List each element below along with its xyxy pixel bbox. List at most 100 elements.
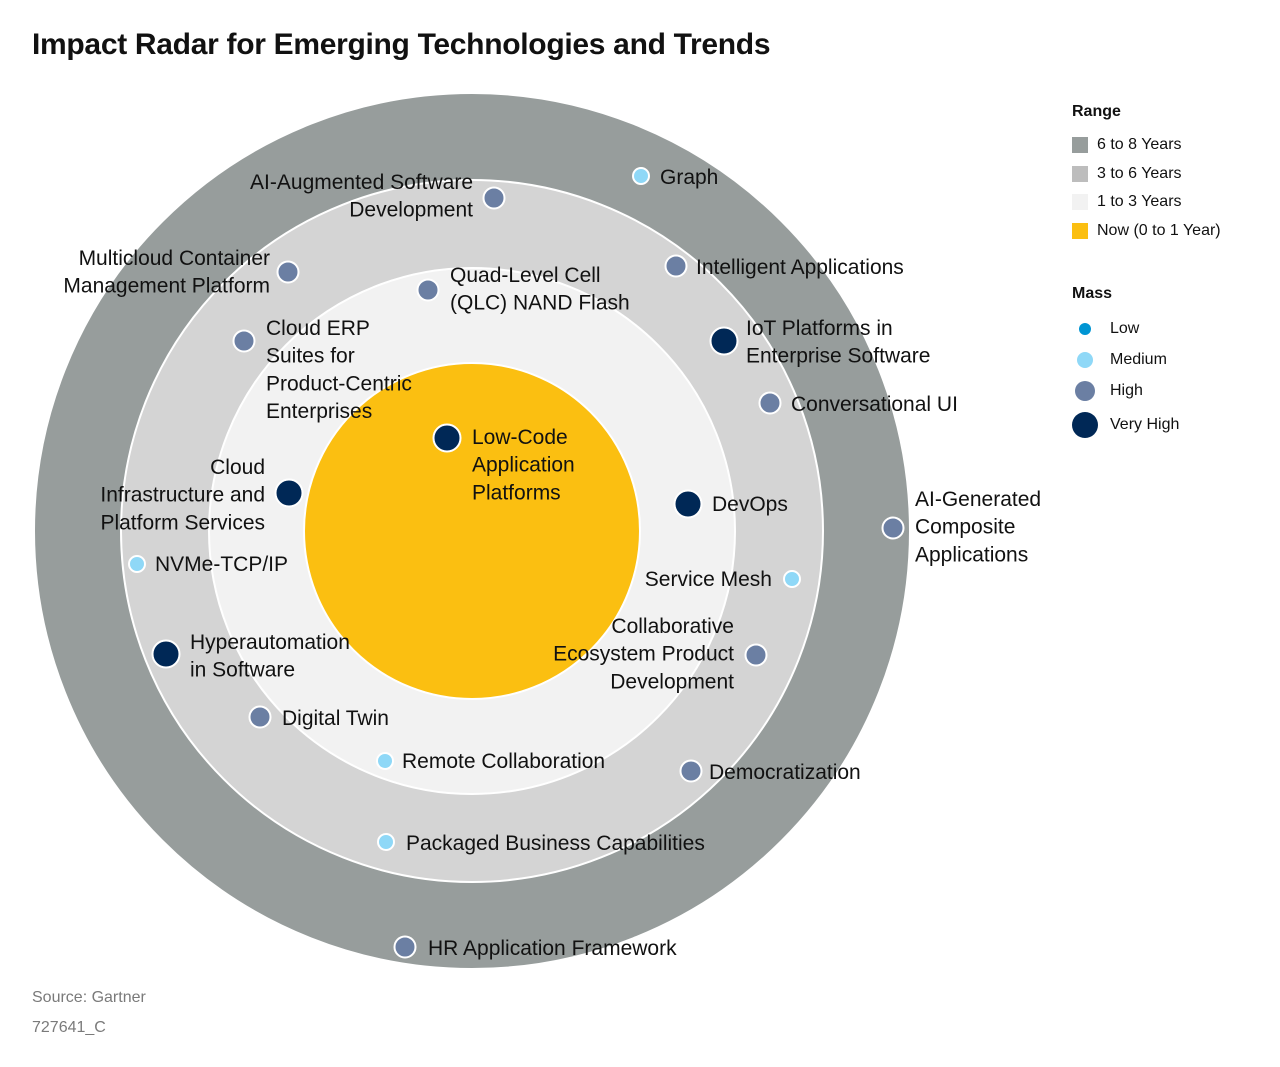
ring-now-0-to-1-year- — [303, 362, 641, 700]
impact-radar: AI-Augmented Software Development Graph Mul… — [33, 92, 1042, 970]
technology-label: Collaborative — [611, 615, 734, 638]
mass-dot-icon — [1077, 351, 1093, 368]
technology-item[interactable]: Multicloud Container Management Platform — [63, 247, 300, 298]
legend-label: Very High — [1110, 416, 1180, 433]
legend-label: Low — [1110, 319, 1140, 337]
technology-label: HR Application Framework — [428, 937, 677, 960]
mass-dot-icon — [1075, 380, 1095, 401]
technology-label: Quad-Level Cell — [450, 264, 601, 287]
technology-label: Development — [610, 670, 734, 693]
technology-item[interactable]: DevOps — [673, 489, 788, 519]
legend-label: Medium — [1110, 350, 1167, 368]
technology-label: Application — [472, 454, 575, 477]
technology-dot[interactable] — [393, 935, 417, 959]
technology-item[interactable]: Service Mesh — [645, 568, 801, 591]
legend-mass-title: Mass — [1072, 285, 1113, 302]
legend-label: 3 to 6 Years — [1097, 164, 1182, 182]
technology-dot[interactable] — [416, 278, 440, 302]
technology-item[interactable]: Conversational UI — [758, 391, 958, 417]
legend: Range 6 to 8 Years 3 to 6 Years 1 to 3 Yea… — [1072, 103, 1221, 444]
legend-range-item: 1 to 3 Years — [1072, 188, 1221, 217]
legend-swatch — [1072, 165, 1088, 182]
technology-item[interactable]: Intelligent Applications — [664, 254, 904, 280]
technology-label: NVMe-TCP/IP — [155, 553, 288, 576]
technology-dot[interactable] — [276, 260, 300, 284]
mass-dot-icon — [1079, 322, 1091, 335]
legend-swatch — [1072, 137, 1088, 154]
technology-dot[interactable] — [632, 167, 650, 185]
mass-dot-icon — [1072, 412, 1098, 438]
technology-label: Enterprise Software — [746, 345, 930, 368]
technology-dot[interactable] — [151, 639, 181, 669]
technology-item[interactable]: Democratization — [679, 759, 861, 785]
technology-item[interactable]: Digital Twin — [248, 705, 390, 731]
technology-item[interactable]: Quad-Level Cell (QLC) NAND Flash — [416, 264, 630, 315]
technology-label: Cloud ERP — [266, 317, 370, 340]
technology-item[interactable]: AI-Augmented Software Development — [250, 171, 506, 222]
technology-label: Enterprises — [266, 400, 372, 423]
technology-item[interactable]: Low-Code Application Platforms — [432, 423, 575, 505]
technology-label: Suites for — [266, 345, 355, 368]
technology-dot[interactable] — [783, 570, 801, 588]
technology-dot[interactable] — [673, 489, 703, 519]
technology-dot[interactable] — [679, 759, 703, 783]
technology-item[interactable]: AI-Generated Composite Applications — [881, 488, 1042, 566]
legend-range-item: 3 to 6 Years — [1072, 160, 1221, 189]
legend-swatch — [1072, 194, 1088, 211]
technology-label: Cloud — [210, 456, 265, 479]
legend-mass-item: Very High — [1072, 406, 1221, 444]
technology-dot[interactable] — [432, 423, 462, 453]
legend-label: 1 to 3 Years — [1097, 193, 1182, 211]
technology-dot[interactable] — [758, 391, 782, 415]
legend-range-item: Now (0 to 1 Year) — [1072, 217, 1221, 246]
technology-label: Graph — [660, 166, 718, 189]
page-title: Impact Radar for Emerging Technologies a… — [32, 28, 771, 61]
legend-mass-item: High — [1072, 375, 1221, 406]
technology-dot[interactable] — [709, 326, 739, 356]
technology-item[interactable]: Hyperautomation in Software — [151, 631, 350, 682]
legend-swatch — [1072, 222, 1088, 239]
technology-label: Digital Twin — [282, 707, 389, 730]
legend-mass-item: Low — [1072, 313, 1221, 344]
technology-label: Management Platform — [63, 275, 270, 298]
technology-label: in Software — [190, 659, 295, 682]
technology-label: Service Mesh — [645, 568, 772, 591]
technology-item[interactable]: NVMe-TCP/IP — [128, 553, 288, 576]
technology-label: Hyperautomation — [190, 631, 350, 654]
technology-dot[interactable] — [482, 186, 506, 210]
technology-item[interactable]: Cloud ERP Suites for Product-Centric Enterp… — [232, 317, 412, 423]
technology-label: Composite — [915, 516, 1015, 539]
technology-dot[interactable] — [232, 329, 256, 353]
technology-label: DevOps — [712, 493, 788, 516]
technology-dot[interactable] — [664, 254, 688, 278]
technology-label: Platforms — [472, 481, 561, 504]
technology-dot[interactable] — [376, 752, 394, 770]
legend-label: 6 to 8 Years — [1097, 136, 1182, 154]
legend-label: Now (0 to 1 Year) — [1097, 221, 1221, 239]
technology-dot[interactable] — [128, 555, 146, 573]
technology-item[interactable]: Graph — [632, 166, 718, 189]
technology-item[interactable]: IoT Platforms in Enterprise Software — [709, 317, 931, 368]
legend-label: High — [1110, 381, 1143, 399]
technology-item[interactable]: HR Application Framework — [393, 935, 678, 961]
technology-item[interactable]: Collaborative Ecosystem Product Developmen… — [553, 615, 768, 693]
source-note: Source: Gartner — [32, 989, 146, 1006]
technology-dot[interactable] — [744, 643, 768, 667]
technology-item[interactable]: Packaged Business Capabilities — [377, 832, 705, 855]
legend-range-item: 6 to 8 Years — [1072, 131, 1221, 160]
technology-dot[interactable] — [274, 478, 304, 508]
legend-mass-item: Medium — [1072, 344, 1221, 375]
technology-dot[interactable] — [377, 833, 395, 851]
technology-label: IoT Platforms in — [746, 317, 893, 340]
technology-label: Intelligent Applications — [696, 256, 904, 279]
technology-label: Low-Code — [472, 426, 568, 449]
technology-label: Ecosystem Product — [553, 643, 734, 666]
technology-label: Infrastructure and — [100, 484, 265, 507]
technology-label: Democratization — [709, 761, 861, 784]
technology-label: AI-Generated — [915, 488, 1041, 511]
technology-label: (QLC) NAND Flash — [450, 292, 630, 315]
technology-dot[interactable] — [881, 516, 905, 540]
technology-item[interactable]: Remote Collaboration — [376, 750, 605, 773]
technology-dot[interactable] — [248, 705, 272, 729]
technology-item[interactable]: Cloud Infrastructure and Platform Services — [100, 456, 304, 534]
